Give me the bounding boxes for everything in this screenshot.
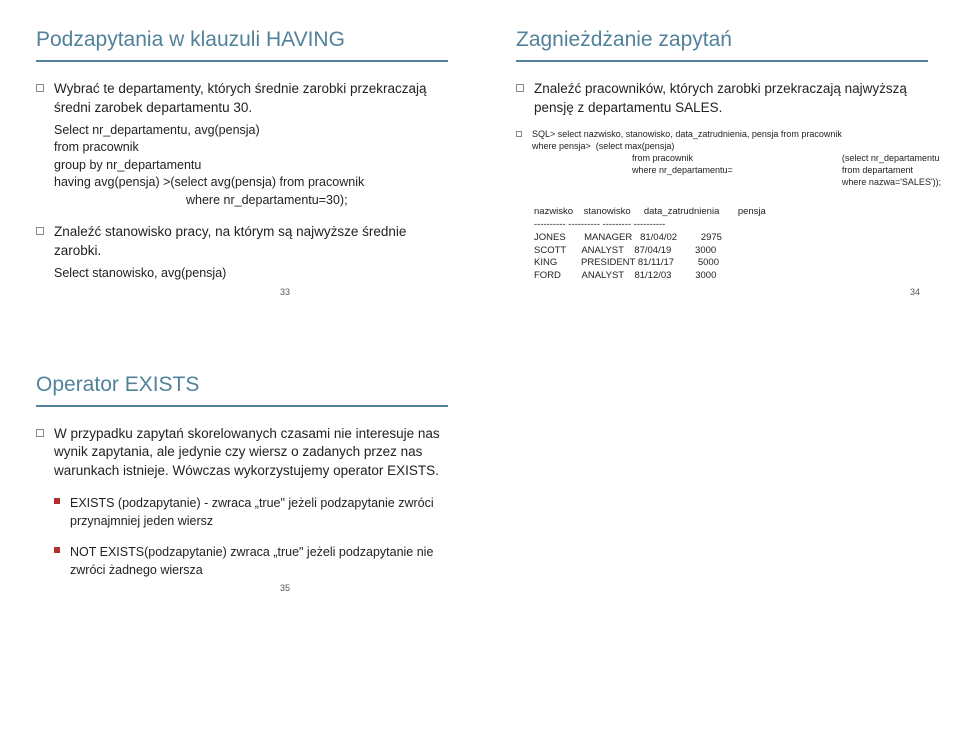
bullet-icon xyxy=(36,84,44,92)
sql-line: where nazwa='SALES')); xyxy=(842,176,960,188)
sql-line: Select nr_departamentu, avg(pensja) xyxy=(54,122,448,140)
slide-35: Operator EXISTS W przypadku zapytań skor… xyxy=(0,317,480,614)
bullet-icon xyxy=(516,84,524,92)
bullet-text: EXISTS (podzapytanie) - zwraca „true" je… xyxy=(70,495,448,530)
page-number: 35 xyxy=(280,583,290,593)
bullet-icon xyxy=(54,498,60,504)
table-row: KING PRESIDENT 81/11/17 5000 xyxy=(534,257,928,270)
bullet-icon xyxy=(516,131,522,137)
table-row: SCOTT ANALYST 87/04/19 3000 xyxy=(534,245,928,258)
sql-line: where nr_departamentu= xyxy=(632,164,842,176)
title-rule xyxy=(36,405,448,407)
bullet-text: Wybrać te departamenty, których średnie … xyxy=(54,80,448,118)
sql-line: from pracownik xyxy=(632,152,842,164)
page-number: 34 xyxy=(910,287,920,297)
sql-line: where pensja> (select max(pensja) xyxy=(532,140,842,152)
bullet-text: Znaleźć stanowisko pracy, na którym są n… xyxy=(54,223,448,261)
title-rule xyxy=(36,60,448,62)
table-sep: ---------- ---------- --------- --------… xyxy=(534,219,928,232)
sql-line: SQL> select nazwisko, stanowisko, data_z… xyxy=(532,128,842,140)
sql-line: having avg(pensja) >(select avg(pensja) … xyxy=(54,174,448,192)
sql-line: (select nr_departamentu xyxy=(842,152,960,164)
sql-line: from departament xyxy=(842,164,960,176)
page-number: 33 xyxy=(280,287,290,297)
bullet-icon xyxy=(36,227,44,235)
slide-title: Podzapytania w klauzuli HAVING xyxy=(36,28,448,52)
table-row: FORD ANALYST 81/12/03 3000 xyxy=(534,270,928,283)
slide-empty xyxy=(480,317,960,614)
bullet-icon xyxy=(36,429,44,437)
sql-line: where nr_departamentu=30); xyxy=(186,192,448,210)
bullet-text: W przypadku zapytań skorelowanych czasam… xyxy=(54,425,448,482)
table-header: nazwisko stanowisko data_zatrudnienia pe… xyxy=(534,206,928,219)
table-row: JONES MANAGER 81/04/02 2975 xyxy=(534,232,928,245)
sql-line: Select stanowisko, avg(pensja) xyxy=(54,265,448,283)
sql-line: group by nr_departamentu xyxy=(54,157,448,175)
bullet-text: Znaleźć pracowników, których zarobki prz… xyxy=(534,80,928,118)
sql-line: from pracownik xyxy=(54,139,448,157)
slide-33: Podzapytania w klauzuli HAVING Wybrać te… xyxy=(0,0,480,317)
bullet-icon xyxy=(54,547,60,553)
slide-title: Operator EXISTS xyxy=(36,373,448,397)
slide-34: Zagnieżdżanie zapytań Znaleźć pracownikó… xyxy=(480,0,960,317)
title-rule xyxy=(516,60,928,62)
slide-title: Zagnieżdżanie zapytań xyxy=(516,28,928,52)
bullet-text: NOT EXISTS(podzapytanie) zwraca „true" j… xyxy=(70,544,448,579)
